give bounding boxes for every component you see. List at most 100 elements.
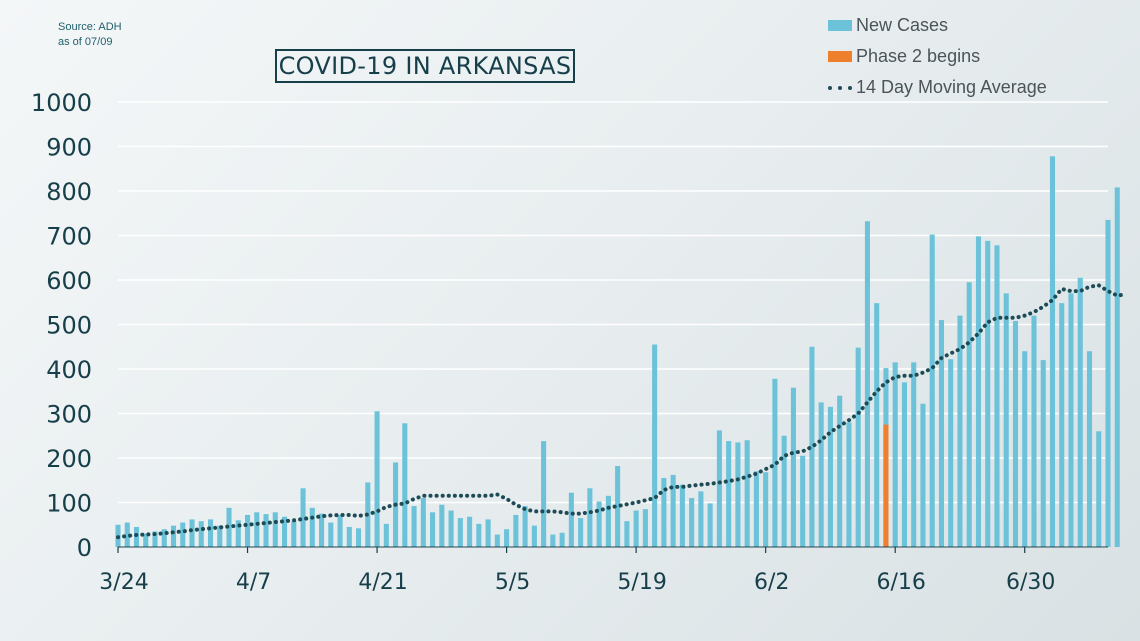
legend-item-phase2: Phase 2 begins bbox=[828, 41, 1047, 72]
y-tick-label: 800 bbox=[46, 178, 92, 206]
new-cases-bar bbox=[753, 471, 759, 547]
new-cases-bar bbox=[356, 528, 362, 547]
new-cases-bar bbox=[707, 503, 713, 547]
legend-label-phase2: Phase 2 begins bbox=[856, 46, 981, 66]
new-cases-bar bbox=[892, 362, 898, 547]
new-cases-bar bbox=[929, 234, 935, 548]
new-cases-bar bbox=[1096, 431, 1102, 547]
new-cases-bar bbox=[790, 387, 796, 547]
y-tick-label: 700 bbox=[46, 223, 92, 251]
new-cases-bar bbox=[1059, 303, 1065, 547]
new-cases-bar bbox=[818, 402, 824, 547]
moving-average-line bbox=[116, 283, 1129, 540]
new-cases-bar bbox=[1022, 351, 1028, 547]
y-tick-label: 500 bbox=[46, 312, 92, 340]
new-cases-bar bbox=[1105, 219, 1111, 548]
new-cases-bar bbox=[402, 423, 408, 547]
new-cases-bar bbox=[300, 488, 306, 547]
new-cases-bar bbox=[652, 344, 658, 547]
new-cases-bar bbox=[430, 512, 436, 547]
new-cases-bars bbox=[115, 156, 1120, 548]
phase2-bar bbox=[883, 424, 889, 547]
new-cases-bar bbox=[901, 382, 907, 547]
new-cases-bar bbox=[726, 441, 732, 547]
new-cases-bar bbox=[346, 526, 352, 547]
new-cases-bar bbox=[337, 514, 343, 547]
legend-item-new-cases: New Cases bbox=[828, 10, 1047, 41]
new-cases-bar bbox=[263, 514, 269, 547]
new-cases-bar bbox=[957, 315, 963, 547]
new-cases-bar bbox=[800, 455, 806, 547]
new-cases-bar bbox=[670, 474, 676, 547]
new-cases-bar bbox=[1068, 293, 1074, 547]
y-tick-label: 200 bbox=[46, 445, 92, 473]
new-cases-bar bbox=[615, 466, 621, 547]
new-cases-bar bbox=[1031, 315, 1037, 547]
new-cases-bar bbox=[1049, 156, 1056, 548]
new-cases-bar bbox=[1114, 187, 1120, 547]
new-cases-bar bbox=[605, 495, 611, 547]
legend-label-moving-average: 14 Day Moving Average bbox=[856, 77, 1047, 97]
y-tick-label: 400 bbox=[46, 356, 92, 384]
new-cases-bar bbox=[272, 512, 278, 547]
new-cases-bar bbox=[504, 529, 510, 547]
new-cases-bar bbox=[966, 282, 972, 547]
source-note: Source: ADH as of 07/09 bbox=[58, 20, 122, 50]
new-cases-bar bbox=[485, 519, 491, 547]
new-cases-bar bbox=[855, 347, 861, 547]
new-cases-bar bbox=[1077, 277, 1083, 547]
x-tick-label: 6/30 bbox=[1006, 570, 1055, 595]
new-cases-bar bbox=[550, 534, 556, 547]
new-cases-bar bbox=[827, 406, 833, 547]
new-cases-bar bbox=[920, 403, 926, 547]
chart-title: COVID-19 IN ARKANSAS bbox=[275, 49, 575, 83]
new-cases-bar bbox=[522, 506, 528, 547]
x-tick-label: 4/7 bbox=[236, 570, 271, 595]
new-cases-bar bbox=[244, 514, 251, 547]
new-cases-bar bbox=[994, 245, 1000, 548]
new-cases-bar bbox=[864, 221, 870, 547]
x-tick-label: 6/16 bbox=[876, 570, 925, 595]
new-cases-bar bbox=[217, 525, 223, 547]
new-cases-bar bbox=[170, 525, 177, 547]
new-cases-bar bbox=[494, 534, 500, 547]
new-cases-bar bbox=[735, 442, 741, 547]
new-cases-bar bbox=[679, 484, 685, 547]
y-tick-label: 0 bbox=[77, 534, 92, 562]
new-cases-bar bbox=[439, 504, 445, 547]
new-cases-bar bbox=[661, 478, 667, 547]
new-cases-bar bbox=[513, 514, 519, 547]
phase2-bar-layer bbox=[883, 424, 889, 547]
y-tick-label: 900 bbox=[46, 134, 92, 162]
new-cases-bar bbox=[467, 516, 473, 547]
new-cases-bar bbox=[420, 498, 426, 547]
new-cases-bar bbox=[541, 441, 547, 547]
new-cases-bar bbox=[143, 533, 149, 547]
new-cases-bar bbox=[938, 320, 945, 547]
x-tick-label: 6/2 bbox=[754, 570, 789, 595]
new-cases-bar bbox=[633, 510, 639, 547]
new-cases-bar bbox=[642, 509, 648, 547]
moving-average-dots bbox=[116, 283, 1129, 540]
new-cases-bar bbox=[189, 519, 195, 547]
new-cases-bar bbox=[587, 488, 593, 547]
new-cases-bar bbox=[180, 522, 186, 547]
new-cases-bar bbox=[559, 532, 565, 547]
y-tick-label: 100 bbox=[46, 490, 92, 518]
new-cases-bar bbox=[457, 518, 463, 547]
dotted-line-swatch bbox=[828, 85, 852, 90]
y-axis-ticks: 0 100 200 300 400 500 600 700 800 900 1000 bbox=[31, 89, 92, 562]
new-cases-bar bbox=[716, 430, 722, 547]
new-cases-bar bbox=[698, 491, 704, 547]
new-cases-bar bbox=[161, 529, 167, 547]
new-cases-bar bbox=[531, 525, 537, 547]
new-cases-bar bbox=[374, 411, 380, 547]
legend: New Cases Phase 2 begins 14 Day Moving A… bbox=[828, 10, 1047, 103]
new-cases-bar bbox=[1086, 351, 1093, 547]
new-cases-bar bbox=[235, 520, 241, 547]
new-cases-bar bbox=[578, 518, 584, 547]
new-cases-bar bbox=[624, 521, 630, 547]
new-cases-bar bbox=[448, 510, 454, 547]
new-cases-bar bbox=[328, 522, 334, 547]
